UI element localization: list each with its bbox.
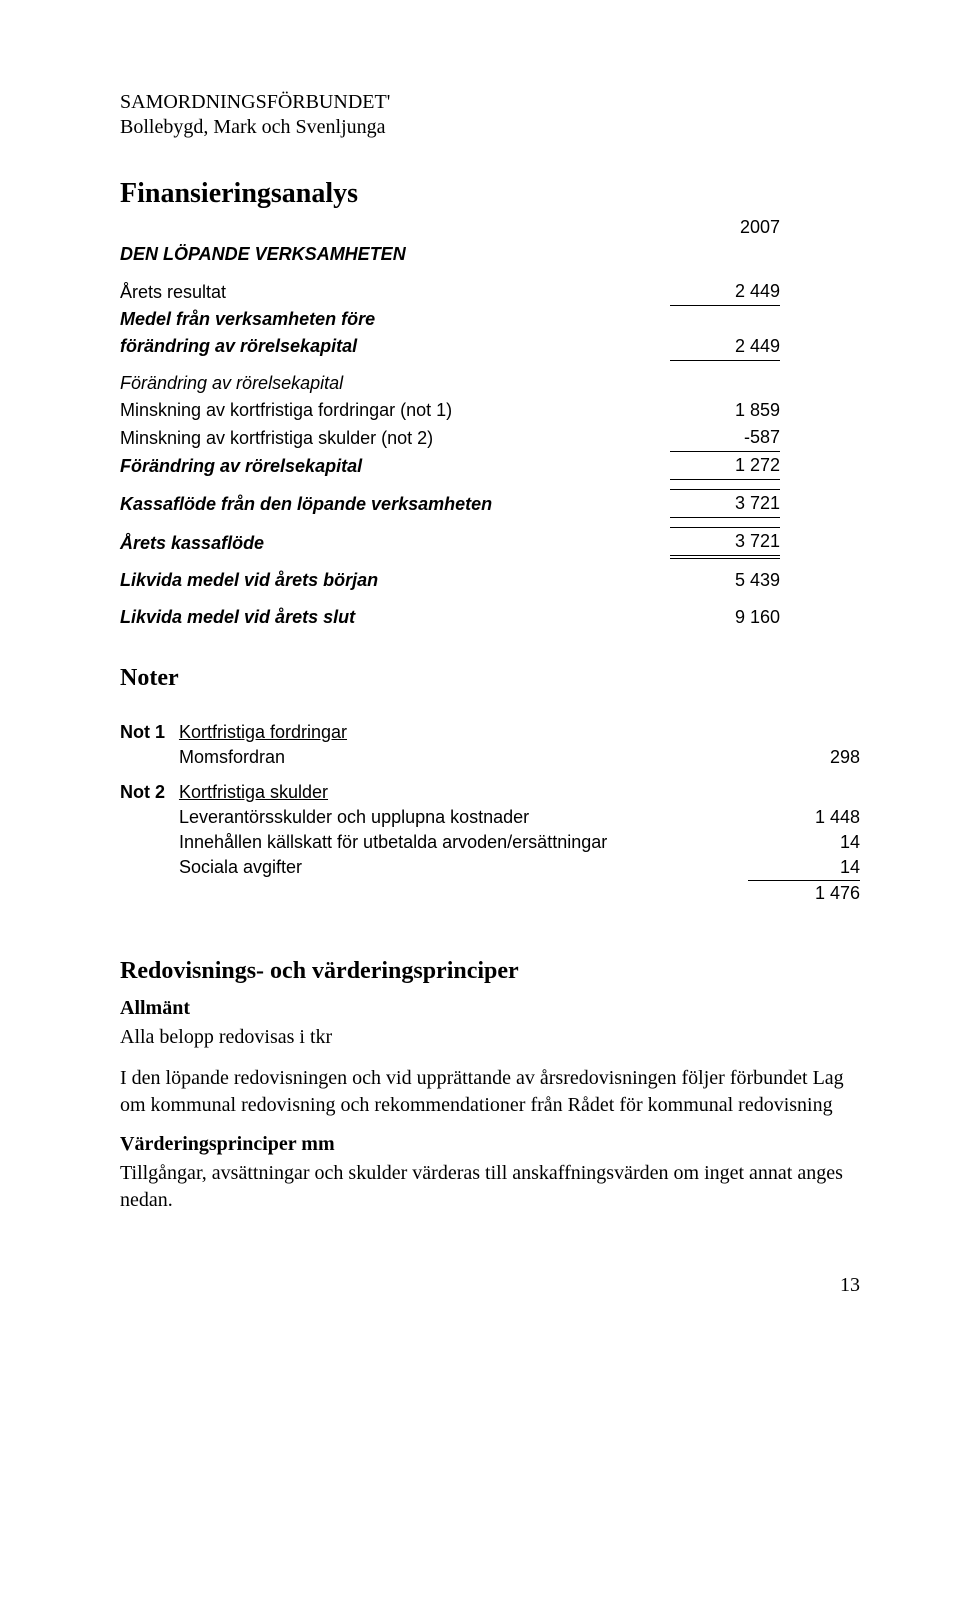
fin-r3-label: förändring av rörelsekapital bbox=[120, 333, 670, 361]
header: SAMORDNINGSFÖRBUNDET' Bollebygd, Mark oc… bbox=[120, 90, 860, 140]
fin-r8-val: 3 721 bbox=[670, 490, 780, 518]
fin-r10-val: 5 439 bbox=[670, 567, 780, 594]
fin-r6-val: -587 bbox=[670, 424, 780, 452]
not2-tag: Not 2 bbox=[120, 780, 179, 805]
principles-s1-p2: I den löpande redovisningen och vid uppr… bbox=[120, 1065, 860, 1119]
principles-title: Redovisnings- och värderingsprinciper bbox=[120, 958, 860, 985]
not1-head: Kortfristiga fordringar bbox=[179, 722, 347, 742]
fin-r9-val: 3 721 bbox=[670, 528, 780, 558]
noter-title: Noter bbox=[120, 665, 860, 692]
fin-table: 2007 DEN LÖPANDE VERKSAMHETEN Årets resu… bbox=[120, 214, 780, 631]
fin-r5-label: Minskning av kortfristiga fordringar (no… bbox=[120, 397, 670, 424]
not2-r1-val: 1 448 bbox=[748, 805, 860, 830]
fin-r1-val: 2 449 bbox=[670, 278, 780, 306]
fin-r11-val: 9 160 bbox=[670, 604, 780, 631]
not1-r1-val: 298 bbox=[748, 745, 860, 770]
not1-tag: Not 1 bbox=[120, 720, 179, 745]
fin-r7-val: 1 272 bbox=[670, 452, 780, 480]
fin-r1-label: Årets resultat bbox=[120, 278, 670, 306]
fin-r3-val: 2 449 bbox=[670, 333, 780, 361]
fin-r7-label: Förändring av rörelsekapital bbox=[120, 452, 670, 480]
fin-r9-label: Årets kassaflöde bbox=[120, 528, 670, 558]
principles-s1-p1: Alla belopp redovisas i tkr bbox=[120, 1024, 860, 1051]
fin-r8-label: Kassaflöde från den löpande verksamheten bbox=[120, 490, 670, 518]
not2-head: Kortfristiga skulder bbox=[179, 782, 328, 802]
not2-r2-val: 14 bbox=[748, 830, 860, 855]
fin-year: 2007 bbox=[670, 214, 780, 241]
fin-sec1: DEN LÖPANDE VERKSAMHETEN bbox=[120, 241, 670, 268]
not2-total: 1 476 bbox=[748, 881, 860, 907]
header-line-1: SAMORDNINGSFÖRBUNDET' bbox=[120, 90, 860, 115]
not2-r1-label: Leverantörsskulder och upplupna kostnade… bbox=[179, 805, 748, 830]
header-line-2: Bollebygd, Mark och Svenljunga bbox=[120, 115, 860, 140]
principles-s1-head: Allmänt bbox=[120, 997, 860, 1020]
fin-r6-label: Minskning av kortfristiga skulder (not 2… bbox=[120, 424, 670, 452]
fin-r4-label: Förändring av rörelsekapital bbox=[120, 370, 670, 397]
fin-r2-label: Medel från verksamheten före bbox=[120, 306, 670, 333]
not2-r2-label: Innehållen källskatt för utbetalda arvod… bbox=[179, 830, 748, 855]
principles-s2-p1: Tillgångar, avsättningar och skulder vär… bbox=[120, 1160, 860, 1214]
fin-r5-val: 1 859 bbox=[670, 397, 780, 424]
fin-r10-label: Likvida medel vid årets början bbox=[120, 567, 670, 594]
not2-r3-label: Sociala avgifter bbox=[179, 855, 748, 881]
noter-table: Not 1 Kortfristiga fordringar Momsfordra… bbox=[120, 720, 860, 906]
principles-s2-head: Värderingsprinciper mm bbox=[120, 1133, 860, 1156]
not2-r3-val: 14 bbox=[748, 855, 860, 881]
fin-r11-label: Likvida medel vid årets slut bbox=[120, 604, 670, 631]
not1-r1-label: Momsfordran bbox=[179, 745, 748, 770]
fin-title: Finansieringsanalys bbox=[120, 178, 860, 210]
page-number: 13 bbox=[120, 1274, 860, 1297]
